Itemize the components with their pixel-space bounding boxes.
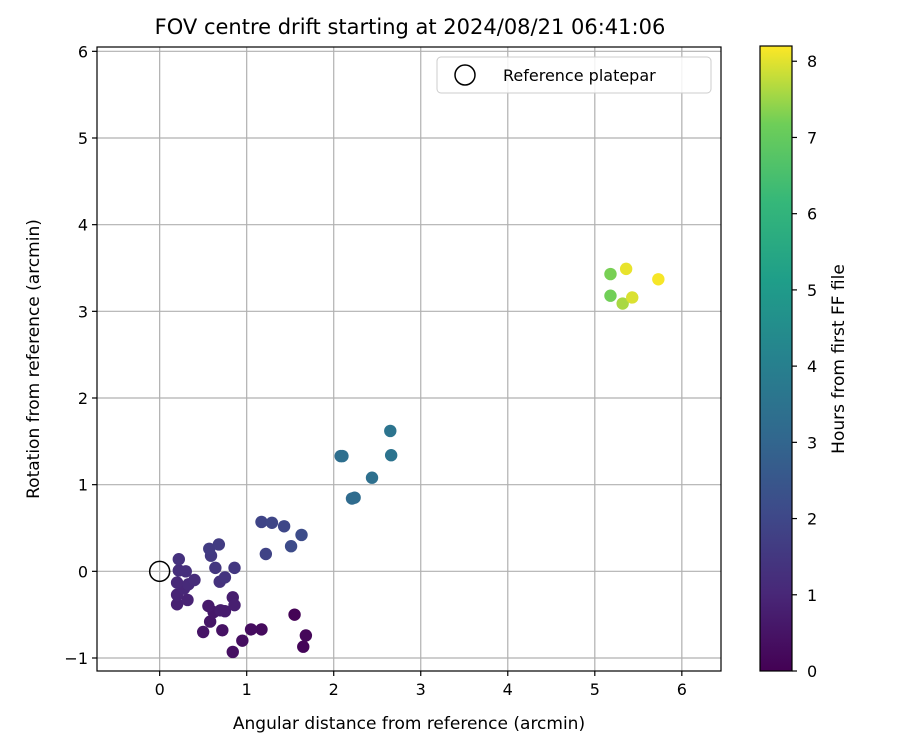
colorbar-tick-label: 0: [807, 662, 817, 681]
data-point: [228, 561, 241, 575]
x-tick-label: 5: [590, 680, 600, 699]
x-tick-label: 4: [503, 680, 513, 699]
y-tick-label: 4: [78, 216, 88, 235]
data-point: [277, 520, 291, 533]
y-tick-label: 3: [78, 302, 88, 321]
y-tick-label: 1: [78, 476, 88, 495]
x-tick-label: 6: [677, 680, 687, 699]
x-axis-label: Angular distance from reference (arcmin): [233, 714, 585, 734]
data-point: [218, 605, 232, 618]
data-point: [255, 515, 268, 529]
data-point: [226, 645, 239, 659]
data-point: [188, 573, 201, 587]
data-point: [299, 629, 313, 642]
y-tick-label: −1: [64, 649, 88, 668]
y-tick-label: 5: [78, 129, 88, 148]
y-tick-label: 6: [78, 42, 88, 61]
data-point: [179, 565, 192, 578]
colorbar-tick-label: 6: [807, 205, 817, 224]
colorbar-tick-label: 7: [807, 128, 817, 147]
data-point: [626, 291, 639, 304]
data-point: [170, 576, 184, 589]
legend-entry: Reference platepar: [503, 66, 656, 85]
data-point: [265, 516, 279, 529]
data-point: [216, 624, 229, 637]
reference-point: [148, 560, 171, 583]
data-point: [170, 598, 184, 611]
data-point: [218, 571, 232, 584]
data-point: [236, 634, 249, 647]
data-point: [284, 540, 298, 553]
data-point: [228, 598, 241, 612]
data-point: [172, 553, 186, 566]
colorbar-gradient: [760, 46, 792, 671]
data-point: [244, 623, 258, 636]
data-point: [203, 542, 216, 555]
data-point: [288, 608, 301, 621]
data-points: [170, 262, 665, 659]
data-point: [212, 538, 226, 551]
data-point: [202, 599, 215, 613]
y-tick-label: 0: [78, 562, 88, 581]
data-point: [255, 623, 268, 636]
data-point: [384, 449, 398, 462]
colorbar-ticks: 0 1 2 3 4 5 6 7 8: [792, 52, 817, 681]
legend-marker: [454, 64, 476, 86]
x-tick-label: 3: [416, 680, 426, 699]
colorbar: 0 1 2 3 4 5 6 7 8 Hours from first FF file: [759, 45, 849, 681]
x-tick-label: 2: [329, 680, 339, 699]
data-point: [295, 528, 308, 542]
y-axis-ticks: −1 0 1 2 3 4 5 6: [64, 42, 97, 668]
data-point: [604, 289, 617, 302]
x-tick-label: 1: [242, 680, 252, 699]
gridlines: [97, 47, 721, 671]
x-tick-label: 0: [155, 680, 165, 699]
data-point: [203, 615, 217, 628]
colorbar-frame: [759, 45, 793, 672]
colorbar-tick-label: 3: [807, 433, 817, 452]
chart-title: FOV centre drift starting at 2024/08/21 …: [155, 15, 666, 39]
colorbar-tick-label: 2: [807, 510, 817, 529]
data-point: [209, 561, 222, 575]
data-point: [348, 491, 361, 504]
legend-box: [436, 56, 712, 94]
data-point: [336, 449, 349, 463]
colorbar-tick-label: 1: [807, 586, 817, 605]
x-axis-ticks: 0 1 2 3 4 5 6: [155, 671, 687, 699]
data-point: [196, 625, 210, 639]
legend: Reference platepar: [436, 56, 712, 94]
colorbar-tick-label: 5: [807, 281, 817, 300]
data-point: [297, 640, 310, 653]
colorbar-tick-label: 4: [807, 357, 817, 376]
data-point: [181, 593, 194, 607]
y-tick-label: 2: [78, 389, 88, 408]
data-point: [619, 262, 633, 276]
data-point: [604, 267, 617, 281]
data-point: [384, 424, 397, 438]
colorbar-label: Hours from first FF file: [829, 264, 849, 454]
y-axis-label: Rotation from reference (arcmin): [24, 219, 44, 499]
data-point: [616, 297, 629, 310]
data-point: [652, 273, 665, 286]
plot-frame: [96, 46, 722, 672]
colorbar-tick-label: 8: [807, 52, 817, 71]
data-point: [259, 547, 273, 561]
data-point: [365, 471, 379, 484]
